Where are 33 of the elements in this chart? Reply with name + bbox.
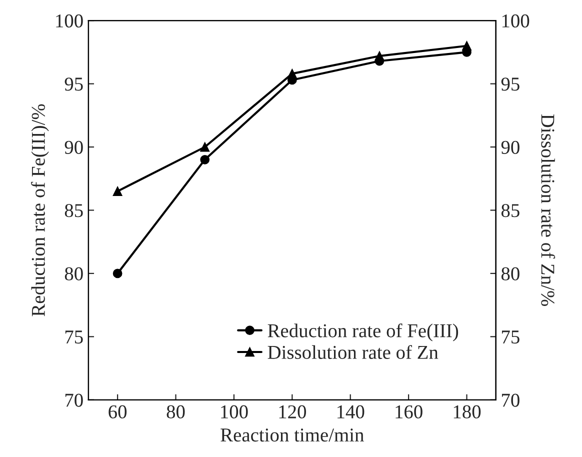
x-tick-label: 120 [279,405,306,418]
y-tick-label: 85 [64,204,83,218]
y2-tick-label: 100 [502,14,530,28]
point [112,186,122,196]
y2-tick-label: 70 [502,394,520,407]
y-tick-label: 70 [65,394,83,407]
y2-tick-label: 85 [501,204,520,218]
legend-label: Reduction rate of Fe(III) [268,323,458,342]
point [374,51,384,61]
point [200,142,210,152]
y2-tick-label: 95 [501,78,520,91]
point [112,268,122,278]
y2-tick-label: 80 [501,267,520,280]
x-tick-label: 80 [166,405,185,418]
x-tick-label: 180 [454,405,481,418]
x-tick-label: 140 [337,405,364,418]
y-tick-label: 80 [64,267,83,280]
y-axis-title: Reduction rate of Fe(III)/% [31,104,49,316]
point [287,68,297,78]
y2-tick-label: 75 [502,330,520,344]
x-tick-label: 60 [108,405,127,418]
y-tick-label: 100 [56,14,83,28]
y2-tick-label: 90 [501,140,520,154]
y-tick-label: 95 [64,78,83,91]
legend-label: Dissolution rate of Zn [268,345,438,359]
point [462,41,472,51]
x-tick-label: 100 [221,405,248,418]
y2-axis-title: Dissolution rate of Zn/% [541,114,556,306]
x-axis-title: Reaction time/min [220,428,364,442]
point [200,154,210,164]
y-tick-label: 90 [64,140,83,154]
x-tick-label: 160 [396,405,422,418]
y-tick-label: 75 [65,330,83,344]
